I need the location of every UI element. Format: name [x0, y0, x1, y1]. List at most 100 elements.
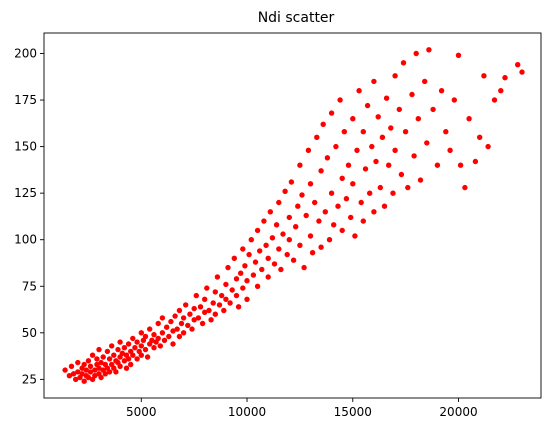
data-point [151, 332, 157, 338]
data-point [212, 289, 219, 295]
data-point [386, 162, 392, 168]
data-point [254, 227, 261, 234]
data-point [257, 248, 263, 254]
data-point [166, 333, 172, 340]
data-point [318, 244, 324, 250]
y-tick-label: 25 [22, 372, 37, 386]
data-point [345, 162, 352, 168]
data-point [290, 257, 297, 263]
data-point [392, 73, 398, 79]
data-point [348, 214, 354, 221]
data-point [314, 134, 320, 141]
data-point [204, 285, 210, 291]
data-point [271, 261, 278, 267]
data-point [451, 97, 457, 103]
data-point [250, 272, 257, 278]
data-point [174, 326, 180, 332]
data-point [411, 153, 417, 159]
data-point [339, 175, 345, 182]
plot-frame [43, 32, 542, 399]
data-point [123, 365, 130, 371]
data-point [138, 343, 145, 349]
data-point [254, 283, 261, 289]
data-point [62, 367, 68, 373]
data-point [293, 224, 299, 230]
data-point [299, 192, 305, 198]
data-point [307, 181, 314, 187]
data-point [219, 292, 225, 299]
data-point [130, 352, 136, 358]
data-point [259, 266, 265, 273]
data-point [206, 307, 212, 314]
data-point [125, 356, 132, 362]
data-point [333, 143, 339, 150]
data-point [356, 87, 362, 94]
data-point [155, 335, 161, 342]
data-point [331, 222, 337, 228]
data-point [379, 134, 386, 141]
data-point [87, 363, 94, 369]
data-point [210, 300, 216, 306]
data-point [142, 346, 149, 353]
data-point [96, 346, 102, 353]
data-point [324, 155, 331, 161]
data-point [161, 337, 168, 343]
data-point [138, 352, 145, 358]
data-point [176, 307, 183, 314]
x-tick-label: 5000 [126, 405, 157, 419]
data-point [438, 87, 445, 94]
data-point [265, 274, 271, 280]
data-point [455, 52, 462, 58]
data-point [242, 263, 248, 269]
x-tick-label: 10000 [228, 405, 266, 419]
data-point [297, 162, 303, 168]
data-point [170, 341, 176, 347]
data-point [481, 73, 487, 79]
data-point [108, 343, 115, 349]
data-point [282, 188, 288, 195]
data-point [155, 320, 161, 327]
data-point [265, 255, 271, 261]
data-point [491, 97, 498, 103]
data-point [229, 287, 235, 293]
data-point [426, 47, 432, 53]
data-point [320, 121, 326, 128]
data-point [202, 296, 208, 302]
data-point [312, 199, 318, 206]
data-point [405, 184, 411, 191]
data-point [199, 320, 206, 327]
data-point [422, 78, 428, 85]
data-point [157, 343, 164, 349]
y-tick-label: 125 [14, 186, 37, 200]
data-point [240, 285, 246, 291]
data-point [343, 196, 350, 202]
data-point [301, 264, 307, 271]
data-point [227, 300, 233, 306]
data-point [369, 143, 375, 150]
data-point [390, 190, 396, 196]
data-point [350, 181, 356, 187]
data-point [89, 352, 96, 358]
data-point [307, 233, 314, 239]
data-point [326, 237, 333, 243]
y-tick-label: 150 [14, 140, 37, 154]
data-point [278, 266, 284, 273]
data-point [98, 374, 104, 381]
data-point [164, 324, 170, 330]
data-point [388, 125, 394, 131]
data-point [295, 203, 301, 209]
data-point [238, 270, 244, 276]
data-point [350, 115, 356, 122]
data-point [128, 361, 134, 368]
data-point [185, 322, 191, 329]
data-point [413, 50, 419, 57]
data-point [261, 218, 267, 224]
data-point [216, 302, 223, 308]
data-point [233, 292, 240, 299]
data-point [377, 184, 383, 191]
data-point [106, 356, 113, 362]
data-point [81, 378, 87, 384]
data-point [424, 140, 430, 146]
data-point [358, 199, 364, 206]
data-point [477, 134, 483, 141]
